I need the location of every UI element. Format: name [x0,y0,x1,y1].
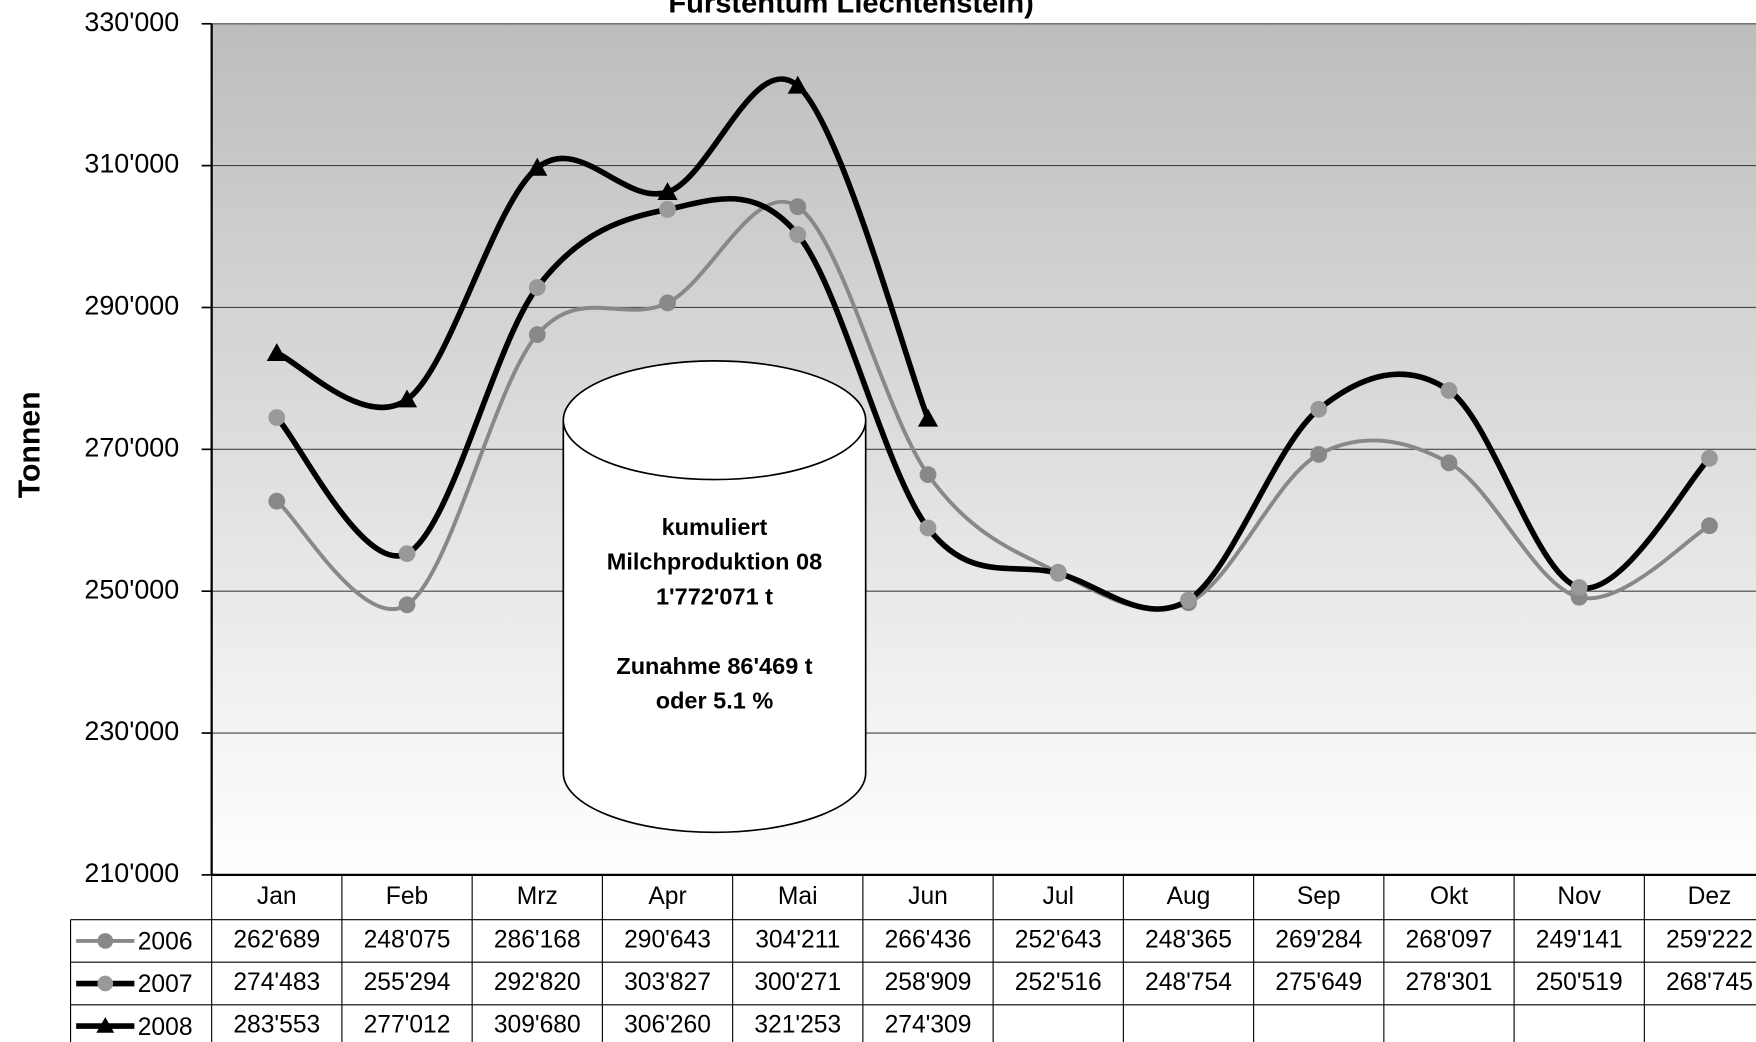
data-point [1440,382,1458,399]
table-value: 306'260 [624,1012,711,1039]
data-point [1701,517,1718,535]
table-value: 252'643 [1015,926,1102,953]
chart-title: Fürstentum Liechtenstein) [668,0,1034,19]
cylinder-body [562,420,867,834]
x-tick-label: Sep [1297,883,1341,910]
data-point [1310,446,1328,463]
annotation-text: oder 5.1 % [656,688,774,714]
table-value: 286'168 [494,926,581,953]
y-axis-label: Tonnen [13,391,46,498]
data-point [528,279,546,296]
legend-label: 2007 [138,971,193,998]
annotation-cylinder [562,360,867,834]
data-point [266,343,287,362]
data-point [1310,400,1328,418]
x-tick-label: Aug [1167,883,1211,910]
table-value: 259'222 [1666,926,1753,953]
table-value: 249'141 [1536,926,1623,953]
x-tick-label: Mrz [517,883,558,910]
legend-marker [96,1017,115,1033]
table-value: 274'309 [885,1012,972,1039]
legend-marker [97,975,114,992]
data-point [527,157,548,176]
table-value: 250'519 [1536,969,1623,996]
data-point [919,466,937,484]
data-point [398,596,416,614]
x-tick-label: Nov [1557,883,1601,910]
legend-label: 2006 [138,929,193,956]
table-value: 248'075 [364,926,451,953]
table-value: 262'689 [233,926,320,953]
y-tick-label: 250'000 [84,574,179,604]
x-tick-label: Jul [1043,883,1074,910]
table-value: 248'754 [1145,969,1232,996]
data-point [1701,449,1718,467]
table-value: 268'745 [1666,969,1753,996]
table-value: 278'301 [1406,969,1493,996]
data-point [917,408,939,427]
table-value: 275'649 [1275,969,1362,996]
annotation-text: kumuliert [662,514,768,540]
data-point [659,294,676,312]
annotation-text: 1'772'071 t [656,583,773,609]
data-point [1049,564,1067,582]
data-point [398,545,416,563]
data-point [919,519,937,537]
table-value: 321'253 [754,1012,841,1039]
table-value: 300'271 [754,969,841,996]
data-point [268,492,286,510]
data-point [789,226,807,244]
table-value: 269'284 [1275,926,1362,953]
table-value: 309'680 [494,1012,581,1039]
table-value: 248'365 [1145,926,1232,953]
legend-label: 2008 [138,1014,193,1041]
y-tick-label: 210'000 [84,858,179,888]
table-value: 252'516 [1015,969,1102,996]
table-value: 255'294 [364,969,451,996]
table-value: 283'553 [233,1012,320,1039]
table-value: 290'643 [624,926,711,953]
table-value: 266'436 [885,926,972,953]
data-point [1440,454,1458,472]
table-value: 303'827 [624,969,711,996]
data-point [789,198,807,216]
data-point [396,389,418,408]
data-point [528,326,546,344]
data-point [659,201,676,218]
series-lines [266,75,1718,614]
y-tick-label: 310'000 [84,149,179,179]
y-tick-label: 330'000 [84,7,179,37]
data-point [657,182,678,200]
y-tick-label: 230'000 [84,716,179,746]
data-point [268,409,286,426]
table-value: 258'909 [885,969,972,996]
annotation-text: Milchproduktion 08 [607,549,822,575]
data-point [787,75,808,94]
table-value: 274'483 [233,969,320,996]
x-tick-label: Jun [908,883,948,910]
x-tick-label: Feb [386,883,428,910]
table-value: 268'097 [1406,926,1493,953]
annotation-text: Zunahme 86'469 t [616,653,812,679]
x-tick-label: Okt [1430,883,1468,910]
legend-marker [97,933,114,949]
data-point [1570,579,1588,596]
x-tick-label: Apr [648,883,686,910]
y-tick-label: 270'000 [84,432,179,462]
data-point [1180,591,1197,609]
x-tick-label: Mai [778,883,818,910]
x-tick-label: Jan [257,883,297,910]
cylinder-top [562,360,867,481]
x-tick-label: Dez [1688,883,1732,910]
table-value: 277'012 [364,1012,451,1039]
series-line [274,195,1712,612]
table-value: 304'211 [755,926,840,953]
y-tick-label: 290'000 [84,291,179,321]
table-value: 292'820 [494,969,581,996]
